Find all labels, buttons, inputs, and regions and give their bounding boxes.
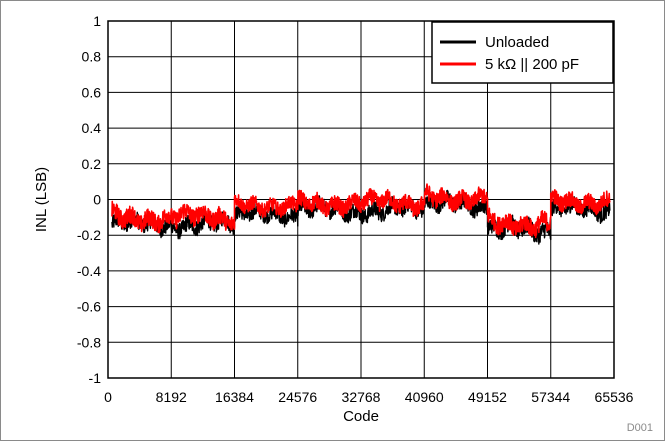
y-tick-label: -0.4 [77, 263, 101, 279]
x-axis-label: Code [343, 408, 379, 425]
x-tick-labels: 0 8192 16384 24576 32768 40960 49152 57344 65536 [104, 389, 634, 405]
legend-box [431, 21, 614, 84]
x-tick-label: 65536 [595, 389, 634, 405]
x-tick-label: 49152 [468, 389, 507, 405]
legend-label-unloaded: Unloaded [485, 34, 549, 51]
y-axis-label: INL (LSB) [33, 167, 50, 232]
series-line-loaded [111, 183, 611, 239]
y-tick-label: 0.8 [82, 49, 102, 65]
x-tick-label: 8192 [156, 389, 187, 405]
x-tick-label: 16384 [215, 389, 254, 405]
x-tick-label: 40960 [405, 389, 444, 405]
y-tick-label: 0.4 [82, 120, 102, 136]
y-tick-label: 0.6 [82, 84, 102, 100]
x-tick-label: 57344 [531, 389, 570, 405]
y-tick-label: 0.2 [82, 156, 102, 172]
y-tick-label: -0.6 [77, 299, 101, 315]
legend: Unloaded 5 kΩ || 200 pF [431, 21, 614, 84]
x-tick-label: 24576 [278, 389, 317, 405]
y-tick-label: 0 [93, 192, 101, 208]
legend-label-loaded: 5 kΩ || 200 pF [485, 56, 579, 73]
x-tick-label: 32768 [342, 389, 381, 405]
y-tick-labels: -1 -0.8 -0.6 -0.4 -0.2 0 0.2 0.4 0.6 0.8 1 [77, 13, 101, 386]
figure-id: D001 [627, 422, 653, 434]
y-tick-label: -0.8 [77, 334, 101, 350]
y-tick-label: -1 [89, 370, 102, 386]
plot-border [107, 20, 615, 379]
series-group [111, 183, 611, 245]
y-tick-label: -0.2 [77, 227, 101, 243]
y-tick-label: 1 [93, 13, 101, 29]
x-tick-label: 0 [104, 389, 112, 405]
